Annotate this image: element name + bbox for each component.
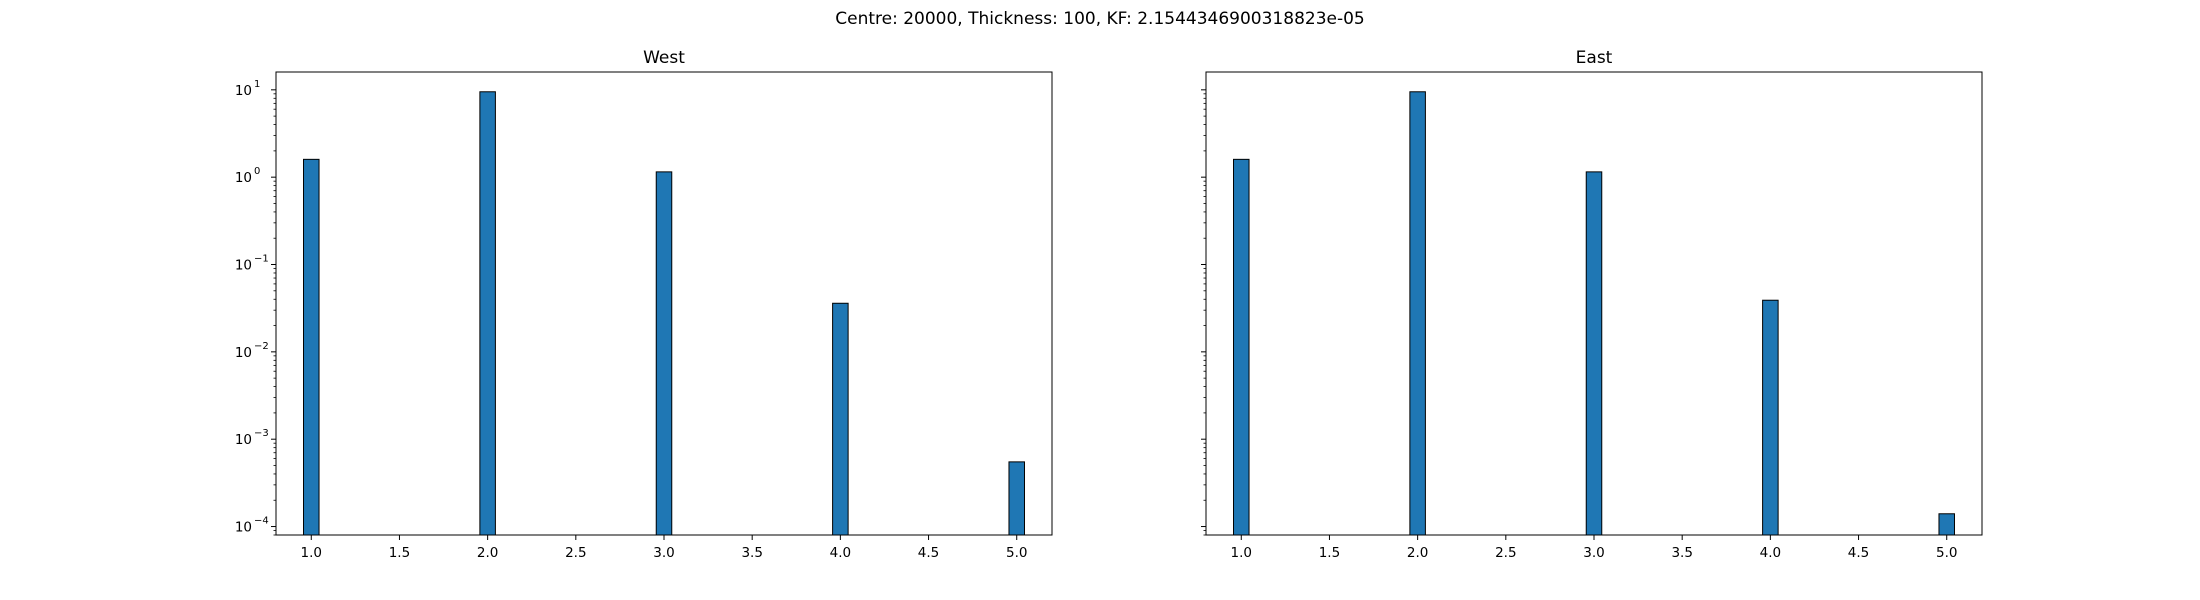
west-x-tick-label: 4.5 [918, 545, 939, 561]
east-x-tick-label: 4.0 [1760, 545, 1781, 561]
east-x-tick-label: 1.5 [1319, 545, 1340, 561]
west-x-tick-label: 4.0 [830, 545, 851, 561]
east-x-tick-label: 3.5 [1671, 545, 1692, 561]
west-x-tick-label: 3.5 [741, 545, 762, 561]
west-x-tick-label: 5.0 [1006, 545, 1027, 561]
west-y-tick-exponent: −1 [254, 254, 269, 265]
west-y-tick-label: 10 [235, 170, 252, 186]
west-x-tick-label: 2.0 [477, 545, 498, 561]
west-y-tick-label: 10 [235, 432, 252, 448]
east-bar-4 [1762, 299, 1779, 536]
west-y-tick-exponent: −3 [254, 428, 269, 439]
west-y-tick-label: 10 [235, 345, 252, 361]
west-bar-1 [303, 158, 320, 536]
west-title: West [643, 48, 685, 68]
west-y-tick-exponent: −2 [254, 341, 269, 352]
east-bar-2 [1409, 91, 1426, 536]
east-title: East [1576, 48, 1613, 68]
east-x-tick-label: 2.5 [1495, 545, 1516, 561]
west-bar-5 [1008, 461, 1025, 536]
figure-suptitle: Centre: 20000, Thickness: 100, KF: 2.154… [835, 9, 1365, 29]
west-y-tick-label: 10 [235, 520, 252, 536]
west-x-tick-label: 1.5 [389, 545, 410, 561]
west-x-tick-label: 1.0 [301, 545, 322, 561]
east-bar-5 [1938, 513, 1955, 536]
west-axes-frame [275, 71, 1053, 536]
west-x-tick-label: 2.5 [565, 545, 586, 561]
east-bar-3 [1585, 171, 1603, 536]
west-y-tick-exponent: 1 [254, 79, 260, 90]
east-x-tick-label: 1.0 [1231, 545, 1252, 561]
east-axes-frame [1205, 71, 1983, 536]
east-x-tick-label: 3.0 [1583, 545, 1604, 561]
west-bar-2 [479, 91, 496, 536]
west-y-tick-label: 10 [235, 258, 252, 274]
west-bar-4 [832, 302, 849, 536]
west-x-tick-label: 3.0 [653, 545, 674, 561]
east-x-tick-label: 2.0 [1407, 545, 1428, 561]
east-x-tick-label: 5.0 [1936, 545, 1957, 561]
west-y-tick-exponent: −4 [254, 516, 269, 527]
west-bar-3 [655, 171, 673, 536]
west-y-tick-label: 10 [235, 83, 252, 99]
east-panel: East 1.0 1.5 2.0 2.5 3.0 3.5 4.0 4.5 5.0 [1201, 48, 1983, 561]
east-bar-1 [1233, 158, 1250, 536]
east-x-tick-label: 4.5 [1848, 545, 1869, 561]
west-y-tick-exponent: 0 [254, 166, 260, 177]
